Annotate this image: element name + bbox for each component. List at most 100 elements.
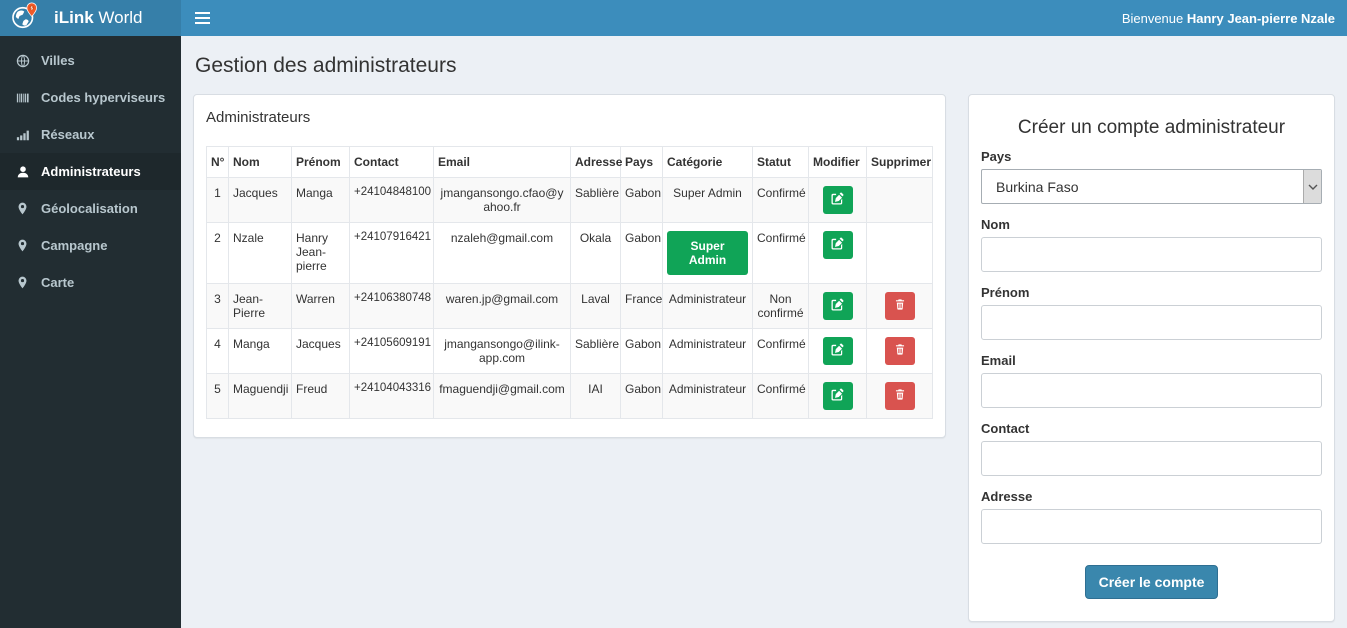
table-cell: Super Admin	[662, 222, 753, 284]
table-cell: Manga	[228, 328, 292, 374]
table-cell	[808, 328, 867, 374]
table-cell: Gabon	[620, 177, 663, 223]
prenom-field[interactable]	[981, 305, 1322, 340]
main-content: Gestion des administrateurs Administrate…	[181, 36, 1347, 628]
table-cell: 2	[206, 222, 229, 284]
table-cell: Sablière	[570, 328, 621, 374]
sidebar-item-campagne[interactable]: Campagne	[0, 227, 181, 264]
email-field[interactable]	[981, 373, 1322, 408]
table-cell: Confirmé	[752, 222, 809, 284]
sidebar-item-label: Campagne	[41, 238, 108, 253]
table-cell: Hanry Jean-pierre	[291, 222, 350, 284]
table-cell	[866, 222, 933, 284]
table-cell: Confirmé	[752, 177, 809, 223]
table-cell	[866, 328, 933, 374]
page-title: Gestion des administrateurs	[195, 54, 457, 77]
pays-label: Pays	[981, 149, 1012, 164]
sidebar-item-label: Carte	[41, 275, 75, 290]
adresse-label: Adresse	[981, 489, 1033, 504]
map-marker-icon	[15, 238, 30, 253]
table-cell: Administrateur	[662, 283, 753, 329]
contact-form-group: Contact	[969, 421, 1334, 476]
sidebar-item-codes-hyperviseurs[interactable]: Codes hyperviseurs	[0, 79, 181, 116]
table-cell: Confirmé	[752, 328, 809, 374]
adresse-field[interactable]	[981, 509, 1322, 544]
table-cell: Super Admin	[662, 177, 753, 223]
edit-button[interactable]	[822, 337, 853, 365]
brand-title: iLink World	[54, 8, 143, 27]
contact-field[interactable]	[981, 441, 1322, 476]
sidebar-item-administrateurs[interactable]: Administrateurs	[0, 153, 181, 190]
welcome-message: Bienvenue Hanry Jean-pierre Nzale	[1121, 10, 1335, 26]
create-account-panel: Créer un compte administrateur Pays Burk…	[968, 94, 1335, 622]
table-row: 5 Maguendji Freud +24104043316 fmaguendji@gm…	[206, 373, 933, 419]
svg-text:$: $	[31, 5, 34, 10]
table-cell: +24104043316	[349, 373, 434, 419]
pays-selected-value: Burkina Faso	[996, 178, 1079, 195]
edit-button[interactable]	[822, 186, 853, 214]
trash-icon	[894, 388, 906, 404]
column-header: Nom	[228, 146, 292, 178]
chevron-down-icon[interactable]	[1303, 170, 1321, 203]
email-form-group: Email	[969, 353, 1334, 408]
super-admin-badge[interactable]: Super Admin	[667, 231, 748, 275]
table-cell: Sablière	[570, 177, 621, 223]
globe-icon	[15, 53, 30, 68]
contact-label: Contact	[981, 421, 1030, 436]
administrators-table: N° Nom Prénom Contact Email Adresse Pays Catégo…	[206, 146, 933, 419]
delete-button[interactable]	[884, 292, 915, 320]
table-row: 2 Nzale Hanry Jean-pierre +24107916421 nzale…	[206, 222, 933, 284]
prenom-form-group: Prénom	[969, 285, 1334, 340]
create-account-title: Créer un compte administrateur	[1017, 117, 1286, 138]
table-cell: Gabon	[620, 328, 663, 374]
column-header: Statut	[752, 146, 809, 178]
top-navbar: $ iLink World Bienvenue Hanry Jean-pierr…	[0, 0, 1347, 36]
create-account-button[interactable]: Créer le compte	[1084, 565, 1219, 599]
delete-button[interactable]	[884, 382, 915, 410]
edit-button[interactable]	[822, 231, 853, 259]
map-marker-icon	[15, 201, 30, 216]
nom-form-group: Nom	[969, 217, 1334, 272]
column-header: Supprimer	[866, 146, 933, 178]
nom-field[interactable]	[981, 237, 1322, 272]
column-header: N°	[206, 146, 229, 178]
column-header: Contact	[349, 146, 434, 178]
table-cell: jmangansongo@ilink-app.com	[433, 328, 571, 374]
table-cell: Nzale	[228, 222, 292, 284]
table-cell: Jacques	[291, 328, 350, 374]
sidebar-item-reseaux[interactable]: Réseaux	[0, 116, 181, 153]
sidebar-item-villes[interactable]: Villes	[0, 42, 181, 79]
table-cell: 4	[206, 328, 229, 374]
sidebar-item-geolocalisation[interactable]: Géolocalisation	[0, 190, 181, 227]
trash-icon	[894, 343, 906, 359]
table-cell: Okala	[570, 222, 621, 284]
table-cell: Administrateur	[662, 328, 753, 374]
sidebar-item-carte[interactable]: Carte	[0, 264, 181, 301]
table-cell: Confirmé	[752, 373, 809, 419]
brand-area[interactable]: $ iLink World	[0, 0, 181, 36]
column-header: Modifier	[808, 146, 867, 178]
table-cell	[808, 283, 867, 329]
edit-icon	[831, 298, 844, 314]
user-icon	[15, 164, 30, 179]
signal-bars-icon	[15, 127, 30, 142]
ilink-globe-pin-logo-icon: $	[10, 1, 40, 36]
edit-button[interactable]	[822, 382, 853, 410]
pays-select[interactable]: Burkina Faso	[981, 169, 1322, 204]
edit-icon	[831, 237, 844, 253]
table-cell	[866, 373, 933, 419]
table-cell: 5	[206, 373, 229, 419]
barcode-icon	[15, 90, 30, 105]
edit-button[interactable]	[822, 292, 853, 320]
table-cell	[866, 283, 933, 329]
table-cell: Non confirmé	[752, 283, 809, 329]
table-cell: fmaguendji@gmail.com	[433, 373, 571, 419]
column-header: Catégorie	[662, 146, 753, 178]
table-cell	[808, 373, 867, 419]
sidebar-toggle-button[interactable]	[181, 0, 224, 36]
table-cell: Laval	[570, 283, 621, 329]
table-cell	[866, 177, 933, 223]
delete-button[interactable]	[884, 337, 915, 365]
sidebar: Villes Codes hyperviseurs Réseaux Admini…	[0, 36, 181, 628]
